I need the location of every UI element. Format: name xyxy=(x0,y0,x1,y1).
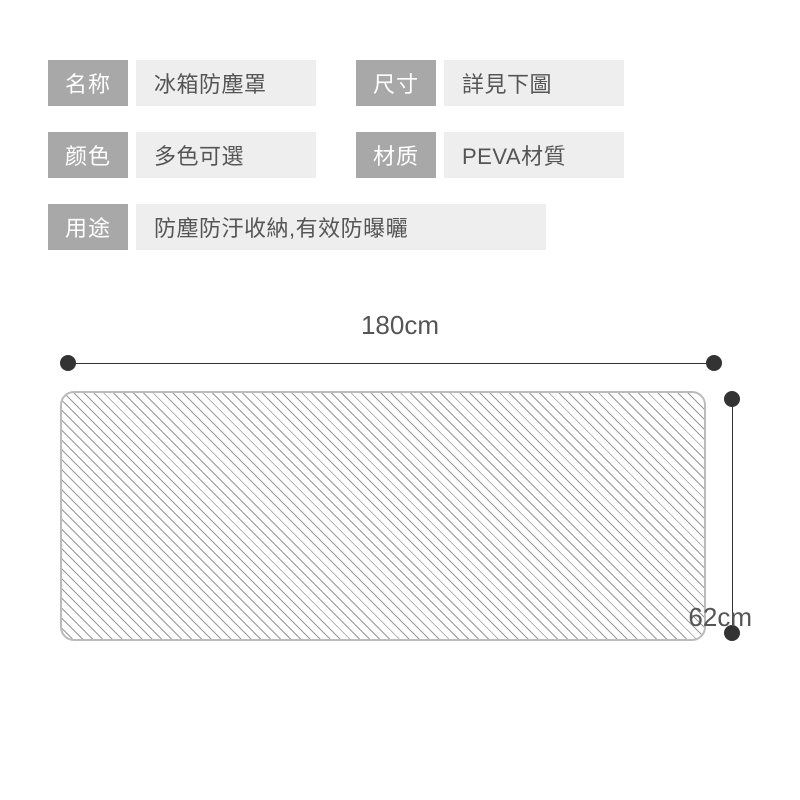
spec-table: 名称 冰箱防塵罩 尺寸 詳見下圖 颜色 多色可選 材质 PEVA材質 用途 防塵… xyxy=(0,0,800,250)
spec-pair-color: 颜色 多色可選 xyxy=(48,132,316,178)
spec-label-name: 名称 xyxy=(48,60,128,106)
measure-dot-icon xyxy=(706,355,722,371)
spec-pair-size: 尺寸 詳見下圖 xyxy=(356,60,624,106)
dimension-diagram: 180cm 62cm xyxy=(0,310,800,641)
spec-label-material: 材质 xyxy=(356,132,436,178)
spec-row-3: 用途 防塵防汙收納,有效防曝曬 xyxy=(48,204,752,250)
spec-value-material: PEVA材質 xyxy=(444,132,624,178)
spec-value-color: 多色可選 xyxy=(136,132,316,178)
product-rectangle xyxy=(60,391,706,641)
spec-label-color: 颜色 xyxy=(48,132,128,178)
width-dimension-label: 180cm xyxy=(60,310,740,341)
spec-value-usage: 防塵防汙收納,有效防曝曬 xyxy=(136,204,546,250)
spec-pair-material: 材质 PEVA材質 xyxy=(356,132,624,178)
height-dimension-label: 62cm xyxy=(688,602,752,633)
product-shape-area xyxy=(60,391,740,641)
spec-value-name: 冰箱防塵罩 xyxy=(136,60,316,106)
spec-row-2: 颜色 多色可選 材质 PEVA材質 xyxy=(48,132,752,178)
measure-line xyxy=(732,399,733,633)
spec-label-usage: 用途 xyxy=(48,204,128,250)
spec-pair-usage: 用途 防塵防汙收納,有效防曝曬 xyxy=(48,204,546,250)
spec-label-size: 尺寸 xyxy=(356,60,436,106)
measure-line xyxy=(68,363,714,364)
spec-pair-name: 名称 冰箱防塵罩 xyxy=(48,60,316,106)
spec-value-size: 詳見下圖 xyxy=(444,60,624,106)
width-measure-line xyxy=(60,355,722,371)
hatch-fill xyxy=(62,393,704,639)
spec-row-1: 名称 冰箱防塵罩 尺寸 詳見下圖 xyxy=(48,60,752,106)
